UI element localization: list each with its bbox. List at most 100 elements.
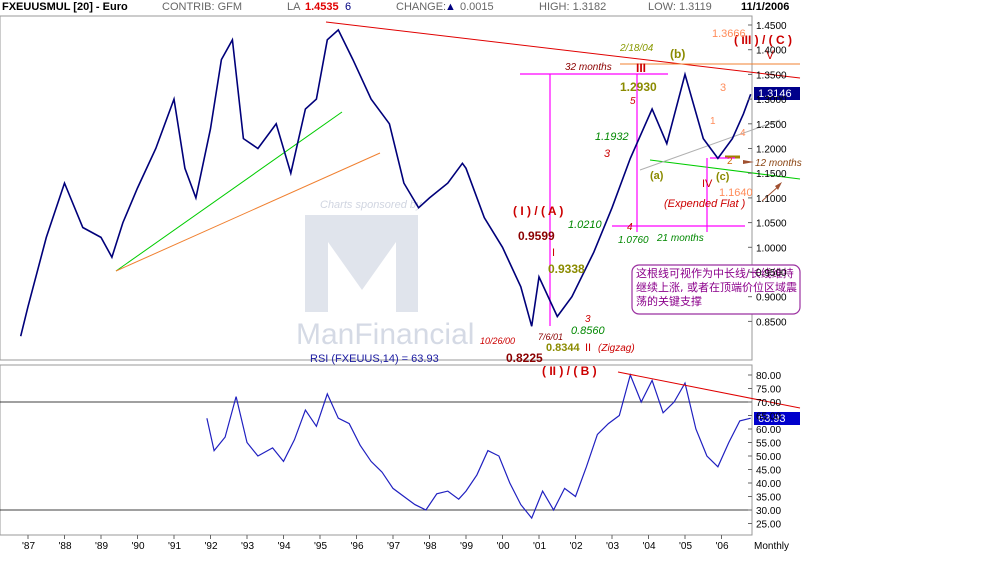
wave-4-orange: 4 — [740, 128, 746, 139]
wave-a-label: (a) — [650, 170, 664, 182]
wave-1-orange: 1 — [710, 116, 716, 127]
v-11932: 1.1932 — [595, 131, 629, 143]
price-tick-label: 0.8500 — [756, 317, 787, 328]
wave-I-label: I — [552, 247, 555, 259]
wave-2-orange: 2 — [727, 156, 733, 167]
wave-4-red: 4 — [627, 222, 633, 233]
wave-i-a-label: ( I ) / ( A ) — [513, 204, 563, 218]
measurement-lines — [520, 73, 745, 326]
wave-3-red: 3 — [604, 148, 611, 160]
v-12930: 1.2930 — [620, 80, 657, 94]
x-tick-label: '99 — [460, 541, 473, 552]
wave-v-label: V — [766, 48, 774, 62]
x-tick-label: '04 — [643, 541, 656, 552]
x-tick-label: '03 — [606, 541, 619, 552]
price-panel-frame — [0, 15, 753, 361]
wave-c-label: (c) — [716, 171, 730, 183]
high-label: HIGH: 1.3182 — [539, 1, 607, 13]
x-tick-label: '93 — [241, 541, 254, 552]
date-7-6-01: 7/6/01 — [538, 332, 563, 342]
watermark: Charts sponsored by ManFinancial — [296, 199, 474, 351]
rsi-resistance-line — [617, 371, 801, 409]
v-08560: 0.8560 — [571, 325, 606, 337]
x-tick-label: '06 — [716, 541, 729, 552]
wave-ii-b-label: ( II ) / ( B ) — [542, 364, 597, 378]
price-series-line — [19, 28, 752, 337]
price-tick-label: 1.0500 — [756, 219, 787, 230]
pointer-line — [639, 119, 781, 171]
price-tick-label: 0.9000 — [756, 293, 787, 304]
arrow-head-icon — [775, 182, 782, 190]
wave-3-orange: 3 — [720, 82, 726, 94]
v-11640: 1.1640 — [719, 187, 753, 199]
rsi-tick-label: 25.00 — [756, 520, 781, 531]
rsi-tick-label: 35.00 — [756, 493, 781, 504]
x-tick-label: '02 — [570, 541, 583, 552]
wave-5: 5 — [630, 96, 636, 107]
last-tail: 6 — [345, 1, 352, 13]
date-label: 11/1/2006 — [741, 1, 790, 13]
x-tick-label: '91 — [168, 541, 181, 552]
price-tick-label: 1.1000 — [756, 194, 787, 205]
wave-b-label: (b) — [670, 47, 685, 61]
green-trendline — [115, 111, 343, 272]
rsi-tick-label: 75.00 — [756, 385, 781, 396]
v-09338: 0.9338 — [548, 262, 585, 276]
x-tick-label: '89 — [95, 541, 108, 552]
rsi-panel-frame — [0, 364, 753, 536]
note-box-content: 这根线可视作为中长线/长线维持继续上涨, 或者在顶端价位区域震荡的关键支撑 — [636, 267, 797, 308]
rsi-tick-label: 30.00 — [756, 506, 781, 517]
wave-3-c: 3 — [585, 314, 591, 325]
note-text: 这根线可视作为中长线/长线维持继续上涨, 或者在顶端价位区域震荡的关键支撑 — [636, 267, 797, 308]
x-tick-label: '95 — [314, 541, 327, 552]
rsi-tick-label: 65.00 — [756, 412, 781, 423]
wave-II-label: II — [585, 342, 591, 354]
price-tick-label: 1.2500 — [756, 120, 787, 131]
date-2-18-04: 2/18/04 — [619, 43, 654, 54]
x-tick-label: '88 — [59, 541, 72, 552]
x-tick-label: '92 — [205, 541, 218, 552]
support-line — [649, 159, 801, 180]
x-tick-label: '98 — [424, 541, 437, 552]
price-tag — [754, 87, 800, 100]
price-tick-label: 1.3500 — [756, 70, 787, 81]
months-21: 21 months — [656, 233, 704, 244]
price-tick-label: 1.1500 — [756, 169, 787, 180]
x-tick-label: '96 — [351, 541, 364, 552]
low-label: LOW: 1.3119 — [648, 1, 712, 13]
x-tick-label: '87 — [22, 541, 35, 552]
v-08344: 0.8344 — [546, 342, 581, 354]
change-label: CHANGE: — [396, 1, 447, 13]
x-tick-label: '05 — [679, 541, 692, 552]
price-tick-label: 1.3000 — [756, 95, 787, 106]
x-tick-label: '90 — [132, 541, 145, 552]
up-arrow-icon: ▲ — [445, 1, 456, 13]
last-label: LA — [287, 1, 301, 13]
watermark-brand: ManFinancial — [296, 318, 474, 351]
rsi-label: RSI (FXEUUS,14) = 63.93 — [310, 353, 439, 365]
rsi-tick-label: 40.00 — [756, 479, 781, 490]
last-value: 1.4535 — [305, 1, 339, 13]
x-tick-label: '00 — [497, 541, 510, 552]
x-tick-label: '97 — [387, 541, 400, 552]
rsi-tick-label: 50.00 — [756, 452, 781, 463]
zigzag-label: (Zigzag) — [598, 343, 635, 354]
rsi-tick-label: 80.00 — [756, 371, 781, 382]
price-tick-label: 0.9500 — [756, 268, 787, 279]
price-tag-value: 1.3146 — [758, 88, 792, 100]
x-tick-label: '01 — [533, 541, 546, 552]
symbol-title: FXEUUSMUL [20] - Euro — [2, 1, 128, 13]
watermark-logo-icon — [305, 215, 418, 312]
rsi-tag-value: 63.93 — [758, 413, 786, 425]
expanded-flat-label: (Expended Flat ) — [664, 198, 746, 210]
twelve-month-arrow-icon — [743, 160, 754, 164]
rsi-tick-label: 60.00 — [756, 425, 781, 436]
v-13666: 1.3666 — [712, 28, 746, 40]
price-tick-label: 1.2000 — [756, 145, 787, 156]
v-08225: 0.8225 — [506, 351, 543, 365]
orange-trendline — [115, 152, 381, 272]
contrib-label: CONTRIB: GFM — [162, 1, 243, 13]
change-value: 0.0015 — [460, 1, 494, 13]
wave-IV-label: IV — [702, 178, 713, 190]
